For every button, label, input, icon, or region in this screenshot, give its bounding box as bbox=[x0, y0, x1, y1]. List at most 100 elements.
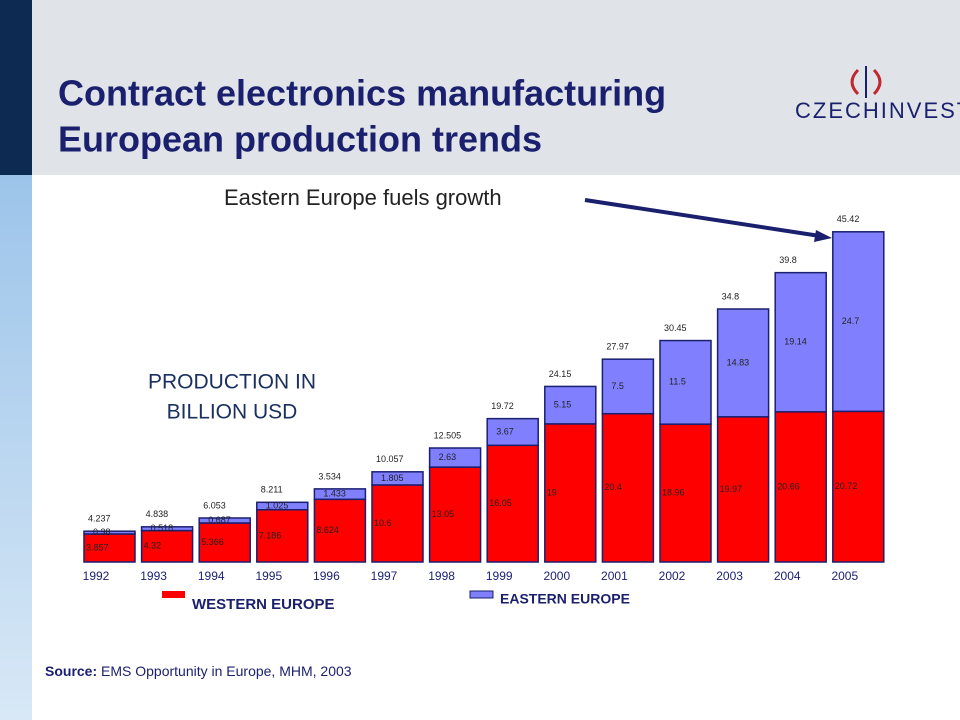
x-tick-label: 1992 bbox=[83, 569, 110, 583]
bar-segment bbox=[601, 358, 655, 415]
total-label: 6.053 bbox=[203, 500, 226, 510]
bar-segment bbox=[659, 423, 712, 563]
x-tick-label: 1999 bbox=[486, 569, 513, 583]
data-label: 11.5 bbox=[669, 377, 686, 387]
legend-label: EASTERN EUROPE bbox=[500, 591, 630, 607]
axis-label: PRODUCTION IN bbox=[148, 371, 316, 394]
data-label: 4.32 bbox=[144, 541, 162, 551]
source-text: EMS Opportunity in Europe, MHM, 2003 bbox=[101, 663, 352, 679]
bar-segment bbox=[83, 530, 136, 535]
data-label: 24.7 bbox=[842, 316, 860, 326]
bar-segment bbox=[371, 471, 424, 486]
data-label: 2.63 bbox=[439, 452, 457, 462]
bar-segment bbox=[544, 423, 597, 563]
total-label: 39.8 bbox=[779, 255, 797, 265]
bar-segment bbox=[428, 466, 482, 563]
data-label: 0.518 bbox=[151, 523, 174, 533]
bar-segment bbox=[774, 271, 827, 413]
total-label: 10.057 bbox=[376, 454, 404, 464]
legend-label: WESTERN EUROPE bbox=[192, 596, 335, 613]
bar-segment bbox=[716, 308, 770, 418]
x-tick-label: 2005 bbox=[831, 569, 858, 583]
data-label: 19.14 bbox=[784, 337, 807, 347]
total-label: 4.237 bbox=[88, 514, 111, 524]
data-label: 19.97 bbox=[720, 484, 743, 494]
bar-segment bbox=[486, 444, 539, 563]
total-label: 3.534 bbox=[318, 471, 341, 481]
bar-segment bbox=[428, 447, 482, 468]
data-label: 19 bbox=[547, 487, 557, 497]
data-label: 10.6 bbox=[374, 518, 392, 528]
bar-segment bbox=[486, 417, 539, 447]
data-label: 3.67 bbox=[496, 426, 514, 436]
data-label: 16.05 bbox=[489, 498, 512, 508]
legend-swatch bbox=[162, 591, 185, 598]
source: Source: EMS Opportunity in Europe, MHM, … bbox=[45, 663, 352, 679]
data-label: 5.366 bbox=[201, 537, 224, 547]
x-tick-label: 1998 bbox=[428, 569, 455, 583]
data-label: 1.805 bbox=[381, 473, 404, 483]
x-tick-label: 1993 bbox=[140, 569, 167, 583]
bar-segment bbox=[832, 231, 885, 413]
left-strip bbox=[0, 175, 32, 720]
legend-swatch bbox=[469, 590, 494, 599]
annotation: Eastern Europe fuels growth bbox=[224, 185, 502, 210]
x-tick-label: 1997 bbox=[371, 569, 398, 583]
bar-segment bbox=[198, 517, 251, 524]
title-line: Contract electronics manufacturing bbox=[58, 73, 666, 114]
total-label: 34.8 bbox=[722, 291, 740, 301]
data-label: 5.15 bbox=[554, 400, 572, 410]
data-label: 3.857 bbox=[86, 542, 109, 552]
left-strip-top bbox=[0, 0, 32, 175]
data-label: 1.433 bbox=[323, 488, 346, 498]
bar-segment bbox=[601, 412, 655, 563]
data-label: 20.72 bbox=[835, 481, 858, 491]
logo-mark bbox=[850, 68, 882, 96]
total-label: 8.211 bbox=[261, 485, 283, 495]
data-label: 14.83 bbox=[727, 357, 750, 367]
axis-label: BILLION USD bbox=[167, 401, 298, 424]
total-label: 27.97 bbox=[606, 342, 629, 352]
total-label: 4.838 bbox=[146, 509, 169, 519]
data-label: 20.4 bbox=[604, 482, 622, 492]
total-label: 45.42 bbox=[837, 214, 860, 224]
logo-text: CZECHINVEST bbox=[795, 98, 960, 123]
bar-segment bbox=[659, 339, 712, 425]
data-label: 0.687 bbox=[208, 515, 231, 525]
x-tick-label: 2000 bbox=[543, 569, 570, 583]
arrow bbox=[584, 198, 821, 238]
bar-segment bbox=[313, 488, 367, 501]
x-tick-label: 1996 bbox=[313, 569, 340, 583]
x-tick-label: 2003 bbox=[716, 569, 743, 583]
arrow-head bbox=[814, 230, 832, 242]
logo: CZECHINVEST bbox=[795, 66, 960, 123]
data-label: 8.624 bbox=[316, 525, 339, 535]
bar-segment bbox=[716, 416, 770, 563]
data-label: 7.5 bbox=[611, 381, 624, 391]
header-band bbox=[32, 0, 960, 175]
bar-segment bbox=[140, 526, 194, 532]
x-tick-label: 2002 bbox=[659, 569, 686, 583]
total-label: 19.72 bbox=[491, 401, 514, 411]
data-label: 0.38 bbox=[93, 527, 111, 537]
x-tick-label: 1995 bbox=[255, 569, 282, 583]
data-label: 20.66 bbox=[777, 481, 800, 491]
bar-segment bbox=[544, 385, 597, 425]
bar-segment bbox=[774, 411, 827, 563]
total-label: 12.505 bbox=[434, 430, 462, 440]
title-line: European production trends bbox=[58, 119, 542, 160]
x-tick-label: 1994 bbox=[198, 569, 225, 583]
data-label: 18.96 bbox=[662, 487, 685, 497]
x-tick-label: 2001 bbox=[601, 569, 628, 583]
data-label: 13.05 bbox=[432, 509, 455, 519]
bar-segment bbox=[832, 410, 885, 563]
bar-segment bbox=[371, 484, 424, 563]
total-label: 30.45 bbox=[664, 323, 687, 333]
total-label: 24.15 bbox=[549, 369, 572, 379]
x-tick-label: 2004 bbox=[774, 569, 801, 583]
bar-segment bbox=[313, 498, 367, 563]
bar-segment bbox=[256, 509, 309, 563]
data-label: 1.025 bbox=[266, 500, 289, 510]
source-label: Source: bbox=[45, 663, 97, 679]
